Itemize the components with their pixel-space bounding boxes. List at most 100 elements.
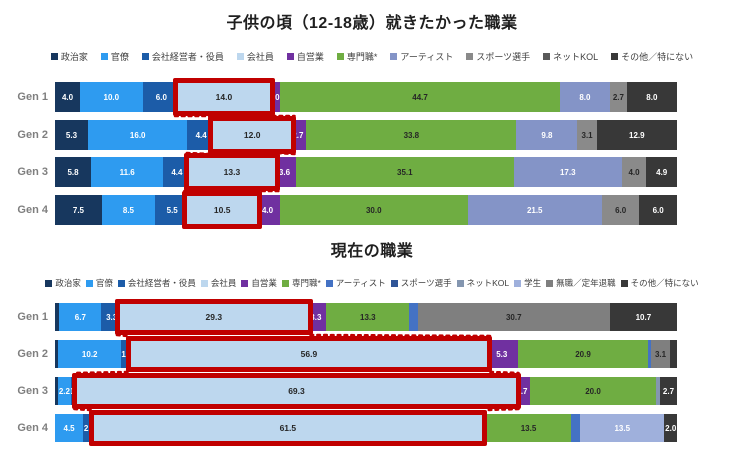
- bar-segment: 13.3: [326, 303, 410, 331]
- row-label: Gen 3: [17, 166, 48, 178]
- bar-segment: 10.0: [80, 82, 143, 112]
- bar-segment: 6.0: [601, 195, 640, 225]
- legend-label: 政治家: [55, 278, 81, 288]
- bar-segment: 5.3: [55, 120, 88, 150]
- legend-label: 専門職*: [291, 278, 321, 288]
- legend-item: 専門職*: [281, 277, 321, 289]
- legend-swatch: [456, 279, 464, 287]
- bar-segment: [55, 377, 58, 405]
- bar-segment: 10.7: [609, 303, 677, 331]
- legend-label: 学生: [524, 278, 542, 288]
- legend-label: 無職／定年退職: [556, 278, 616, 288]
- bar-segment: 21.5: [467, 195, 602, 225]
- bar-segment: 5.8: [55, 157, 92, 187]
- legend-label: アーティスト: [335, 278, 386, 288]
- row-label: Gen 1: [17, 91, 48, 103]
- legend-item: 政治家: [45, 277, 81, 289]
- highlight-box: 56.9: [125, 336, 493, 372]
- highlight-box: 61.5: [88, 410, 488, 446]
- legend-swatch: [514, 279, 522, 287]
- chart-legend: 政治家 官僚 会社経営者・役員 会社員 自営業 専門職* アーティスト スポーツ選手 ネットKO…: [0, 50, 744, 63]
- row-label: Gen 4: [17, 422, 48, 434]
- chart-title: 現在の職業: [330, 243, 414, 260]
- stacked-bar: 7.58.55.510.54.030.021.56.06.0: [55, 195, 677, 225]
- legend-label: ネットKOL: [466, 278, 510, 288]
- legend-swatch: [200, 279, 208, 287]
- legend-swatch: [286, 53, 294, 60]
- bar-segment: 13.5: [486, 414, 571, 442]
- legend-item: 自営業: [286, 50, 324, 63]
- bar-segment: 7.5: [55, 195, 102, 225]
- legend-item: 会社経営者・役員: [141, 50, 224, 63]
- legend-swatch: [141, 53, 149, 60]
- legend-swatch: [281, 279, 289, 287]
- bar-segment: 6.0: [639, 195, 677, 225]
- bar-segment: 2.0: [664, 414, 677, 442]
- bar-segment: 6.7: [59, 303, 102, 331]
- highlight-box: 12.0: [207, 116, 297, 154]
- highlight-box: 10.5: [182, 191, 263, 229]
- bar-segment: [55, 303, 60, 331]
- legend-item: 官僚: [100, 50, 129, 63]
- bar-segment: [55, 340, 59, 368]
- legend-label: 会社経営者・役員: [151, 52, 224, 62]
- legend-label: スポーツ選手: [400, 278, 452, 288]
- bar-segment: 30.7: [417, 303, 610, 331]
- bar-segment: 11.6: [91, 157, 164, 187]
- legend-label: 会社員: [246, 52, 274, 62]
- bar-segment: 4.0: [621, 157, 647, 187]
- bar-segment: [655, 377, 661, 405]
- bar-segment: 17.3: [513, 157, 622, 187]
- chart-title: 子供の頃（12-18歳）就きたかった職業: [226, 15, 518, 32]
- legend-item: その他／特にない: [611, 50, 693, 63]
- legend-item: アーティスト: [390, 50, 453, 63]
- legend-label: 自営業: [296, 52, 324, 62]
- bar-segment: 30.0: [280, 195, 468, 225]
- row-label: Gen 2: [17, 348, 48, 360]
- bar-segment: 35.1: [295, 157, 514, 187]
- legend-label: ネットKOL: [553, 52, 599, 62]
- bar-segment: 20.0: [530, 377, 656, 405]
- highlight-box: 69.3: [72, 373, 521, 409]
- bar-segment: 10.2: [58, 340, 122, 368]
- bar-segment: 4.0: [55, 82, 81, 112]
- legend-label: 官僚: [95, 278, 113, 288]
- legend-swatch: [45, 279, 53, 287]
- bar-segment: 44.7: [280, 82, 560, 112]
- legend-label: スポーツ選手: [476, 52, 531, 62]
- legend-label: 官僚: [110, 52, 129, 62]
- legend-item: 会社員: [200, 277, 237, 289]
- legend-swatch: [100, 53, 108, 60]
- bar-segment: 9.8: [516, 120, 578, 150]
- bar-segment: 20.9: [518, 340, 648, 368]
- legend-label: 専門職*: [346, 52, 378, 62]
- bar-segment: 16.0: [87, 120, 188, 150]
- bar-segment: 3.1: [650, 340, 671, 368]
- row-label: Gen 2: [17, 129, 48, 141]
- legend-swatch: [117, 279, 125, 287]
- bar-segment: [670, 340, 677, 368]
- highlight-box: 14.0: [173, 78, 275, 116]
- bar-segment: 8.0: [559, 82, 610, 112]
- legend-item: 官僚: [85, 277, 113, 289]
- legend-item: 会社員: [236, 50, 274, 63]
- legend-item: 学生: [514, 277, 541, 289]
- bar-segment: 2.7: [660, 377, 677, 405]
- legend-item: 無職／定年退職: [546, 277, 616, 289]
- highlight-box: 13.3: [183, 153, 281, 191]
- bar-segment: 8.0: [626, 82, 677, 112]
- bar-segment: 2.7: [609, 82, 627, 112]
- legend-label: 会社員: [210, 278, 237, 288]
- legend-swatch: [241, 279, 249, 287]
- stacked-bar: 5.811.64.413.33.635.117.34.04.9: [55, 157, 677, 187]
- legend-swatch: [390, 53, 398, 60]
- legend-item: 自営業: [241, 277, 277, 289]
- legend-label: その他／特にない: [621, 52, 694, 62]
- chart-plot-area: Gen 1 4.010.06.014.02.044.78.02.78.0 Gen 2…: [0, 78, 744, 235]
- row-label: Gen 1: [17, 311, 48, 323]
- row-label: Gen 4: [17, 204, 48, 216]
- chart-legend: 政治家 官僚 会社経営者・役員 会社員 自営業 専門職* アーティスト スポーツ選手 ネットKO…: [0, 277, 744, 289]
- bar-segment: 12.9: [596, 120, 677, 150]
